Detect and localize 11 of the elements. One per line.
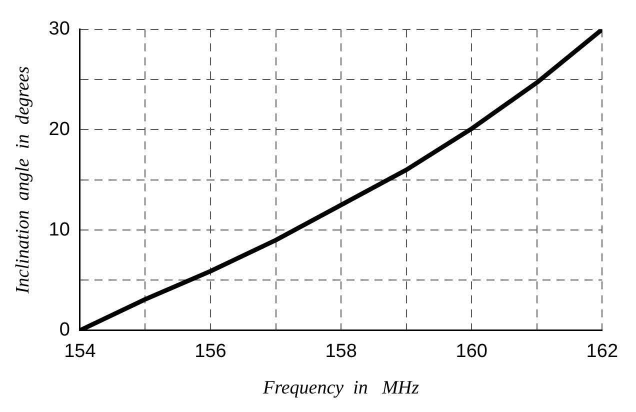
x-tick-label: 158 — [325, 341, 357, 362]
y-tick-label: 30 — [48, 18, 70, 40]
x-tick-label: 162 — [586, 341, 618, 362]
y-tick-label: 0 — [59, 320, 70, 341]
y-tick-label: 10 — [48, 219, 70, 240]
x-tick-label: 154 — [64, 341, 96, 362]
y-axis-title: Inclination angle in degrees — [12, 66, 34, 295]
x-tick-label: 160 — [456, 341, 488, 362]
y-tick-label: 20 — [48, 118, 70, 140]
x-axis-title: Frequency in MHz — [262, 378, 420, 399]
x-tick-label: 156 — [194, 341, 226, 362]
